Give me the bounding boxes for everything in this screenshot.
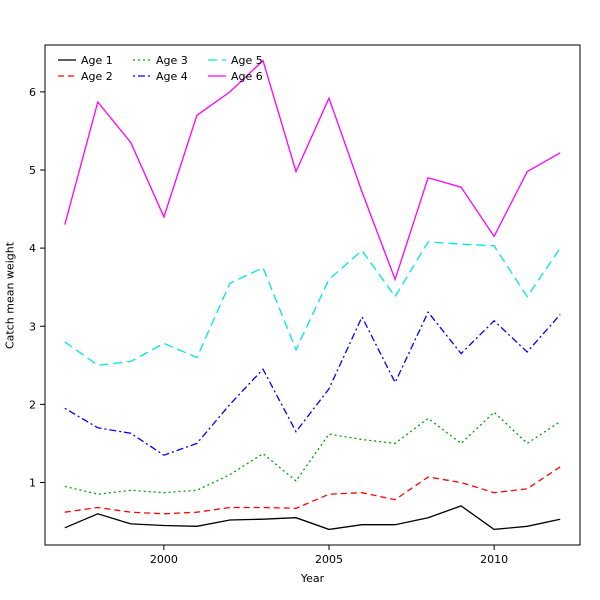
series-line-age-1 — [64, 505, 561, 531]
y-tick-label: 3 — [29, 320, 36, 333]
legend-item-label: Age 2 — [81, 70, 113, 83]
x-tick-label: 2005 — [315, 553, 343, 566]
series-line-age-4 — [64, 310, 561, 456]
y-tick-label: 6 — [29, 86, 36, 99]
series-line-age-5 — [64, 241, 561, 366]
legend-item-label: Age 1 — [81, 54, 113, 67]
legend-item-label: Age 6 — [231, 70, 263, 83]
y-tick-label: 4 — [29, 242, 36, 255]
x-axis-title: Year — [300, 572, 325, 585]
x-tick-label: 2000 — [150, 553, 178, 566]
legend-item-label: Age 4 — [156, 70, 188, 83]
x-tick-label: 2010 — [480, 553, 508, 566]
y-axis-title: Catch mean weight — [3, 241, 17, 350]
y-tick-label: 1 — [29, 477, 36, 490]
legend-item-label: Age 3 — [156, 54, 188, 67]
series-line-age-2 — [64, 466, 561, 515]
plot-border — [44, 44, 581, 546]
y-tick-label: 2 — [29, 398, 36, 411]
series-line-age-3 — [64, 411, 561, 495]
legend-item-label: Age 5 — [231, 54, 263, 67]
y-tick-label: 5 — [29, 164, 36, 177]
series-line-age-6 — [64, 59, 561, 282]
